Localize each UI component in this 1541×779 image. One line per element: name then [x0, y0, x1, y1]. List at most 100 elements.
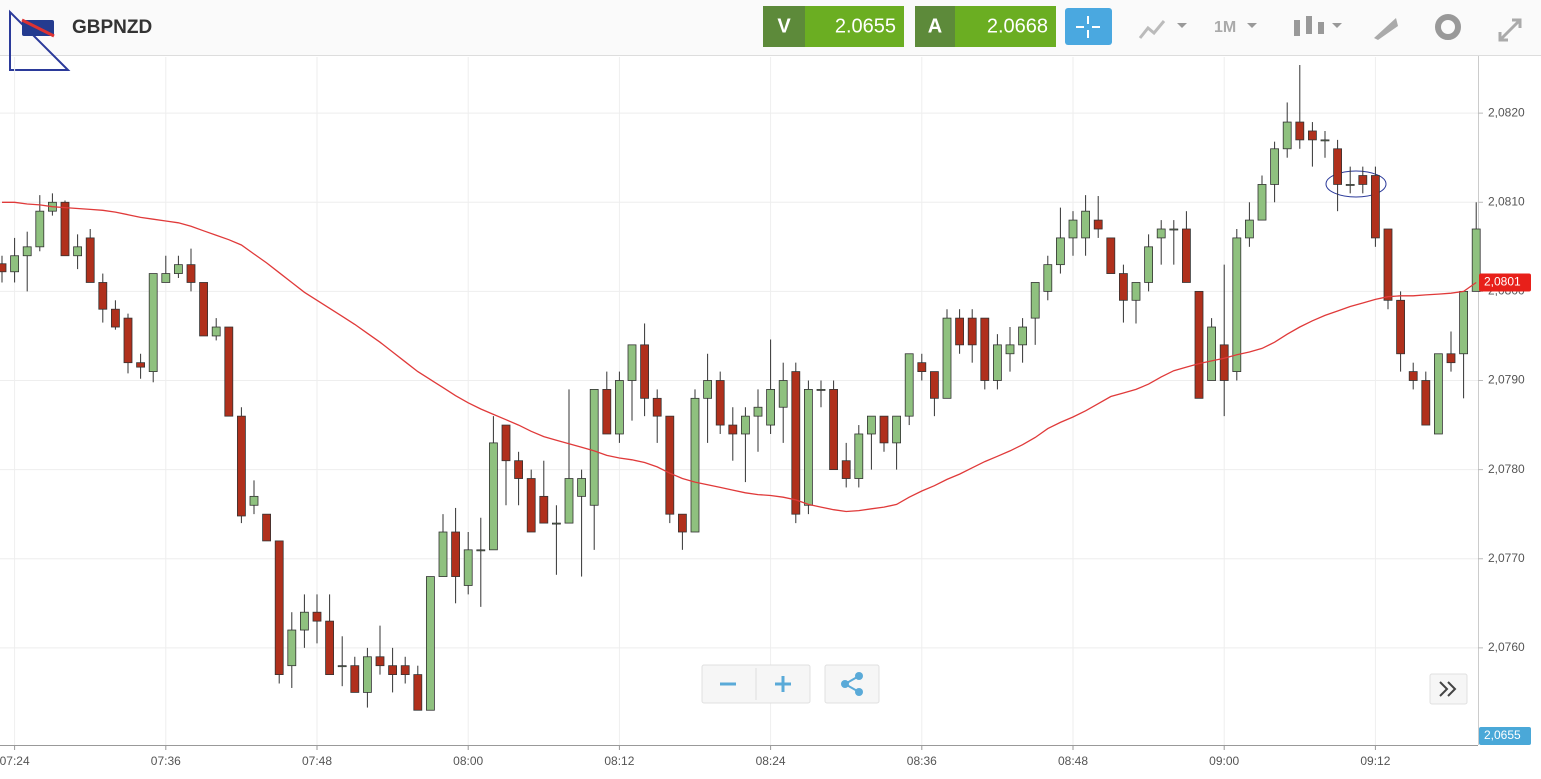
price-label-box	[1479, 273, 1531, 292]
candle-body	[438, 531, 448, 577]
candle-body	[1131, 282, 1141, 301]
candle-body	[10, 255, 20, 273]
candle-body	[161, 273, 171, 283]
dropdown-arrow	[1332, 23, 1342, 28]
candle-body	[1005, 344, 1015, 355]
crosshair-button[interactable]	[1065, 8, 1112, 45]
candle-body	[1169, 228, 1179, 231]
scroll-right-button[interactable]	[1429, 673, 1468, 705]
zoom-in-button[interactable]	[775, 676, 791, 692]
candle-body	[1056, 237, 1065, 266]
candle-body	[224, 326, 234, 417]
candle-body	[488, 442, 498, 551]
x-tick-label: 08:36	[907, 754, 937, 768]
price-label-box	[1479, 727, 1531, 745]
candle-body	[1446, 353, 1456, 364]
candle-body	[325, 620, 335, 675]
candle-body	[766, 389, 775, 426]
candle-body	[1156, 228, 1166, 239]
candle-body	[980, 317, 990, 381]
candle-body	[602, 389, 612, 435]
candle-style-button[interactable]	[1294, 16, 1324, 36]
candle-body	[791, 371, 801, 515]
candle-body	[841, 460, 851, 479]
plot: 2,07602,07702,07802,07902,08002,08102,08…	[0, 57, 1525, 768]
candle-body	[867, 415, 876, 435]
candle-body	[186, 264, 196, 283]
candle-body	[829, 389, 838, 471]
candle-body	[526, 478, 536, 533]
candle-body	[539, 495, 549, 524]
fullscreen-button[interactable]	[1498, 18, 1522, 42]
candle-body	[337, 665, 347, 668]
candle-body	[299, 611, 309, 631]
candle-body	[388, 665, 398, 675]
x-tick-label: 07:48	[302, 754, 332, 768]
y-tick-label: 2,0820	[1488, 105, 1525, 119]
share-icon	[841, 680, 849, 688]
share-button[interactable]	[824, 664, 880, 704]
candle-body	[615, 380, 624, 435]
candle-body	[476, 549, 486, 552]
candle-body	[967, 317, 977, 346]
candle-body	[111, 308, 120, 328]
candle-body	[413, 674, 423, 711]
candle-body	[816, 389, 826, 391]
candle-body	[753, 406, 763, 417]
candle-body	[577, 478, 586, 497]
candle-body	[728, 424, 738, 435]
x-tick-label: 08:12	[604, 754, 634, 768]
y-tick-label: 2,0760	[1488, 640, 1525, 654]
ask-price: 2.0668	[987, 15, 1048, 37]
candle-body	[640, 344, 649, 399]
candle-body	[60, 201, 70, 257]
candle-body	[1182, 228, 1191, 283]
candle-body	[136, 362, 146, 368]
candle-body	[274, 540, 284, 675]
draw-button[interactable]	[1374, 18, 1398, 40]
annotation-ellipse	[1325, 170, 1387, 198]
flag-icon	[21, 18, 55, 38]
timeframe[interactable]: 1M	[1214, 19, 1236, 36]
candle-body	[0, 263, 7, 273]
dropdown-arrow	[1247, 23, 1257, 28]
candle-body	[35, 210, 45, 248]
candle-body	[904, 353, 914, 417]
candle-body	[652, 397, 662, 417]
moving-average-line	[2, 201, 1477, 513]
x-tick-label: 09:00	[1209, 754, 1239, 768]
candle-body	[892, 415, 901, 444]
candle-body	[350, 665, 360, 693]
candle-body	[211, 326, 221, 337]
candle-body	[1119, 273, 1128, 301]
candle-body	[73, 246, 82, 257]
candle-body	[262, 513, 272, 542]
candle-body	[1459, 290, 1468, 355]
candle-body	[1358, 175, 1368, 185]
candle-body	[1383, 228, 1393, 301]
candle-body	[1396, 299, 1405, 355]
candle-body	[1030, 282, 1040, 319]
x-tick-label: 08:48	[1058, 754, 1088, 768]
share-icon	[855, 672, 863, 680]
candle-body	[199, 282, 209, 337]
chart-type-button[interactable]	[1138, 20, 1166, 39]
candle-body	[690, 397, 700, 533]
settings-button[interactable]	[1435, 14, 1461, 40]
candle-body	[287, 629, 297, 667]
price-label: 2,0655	[1484, 728, 1521, 742]
y-tick-label: 2,0770	[1488, 551, 1525, 565]
candle-body	[312, 611, 322, 622]
candle-body	[741, 415, 750, 435]
y-tick-label: 2,0780	[1488, 462, 1525, 476]
ask-label: A	[928, 15, 942, 37]
candle-body	[514, 460, 523, 479]
candle-body	[1270, 148, 1279, 185]
candle-body	[930, 371, 939, 399]
candle-body	[1106, 237, 1116, 274]
bid-price: 2.0655	[835, 15, 896, 37]
candle-body	[552, 522, 561, 525]
candle-body	[1471, 228, 1481, 292]
